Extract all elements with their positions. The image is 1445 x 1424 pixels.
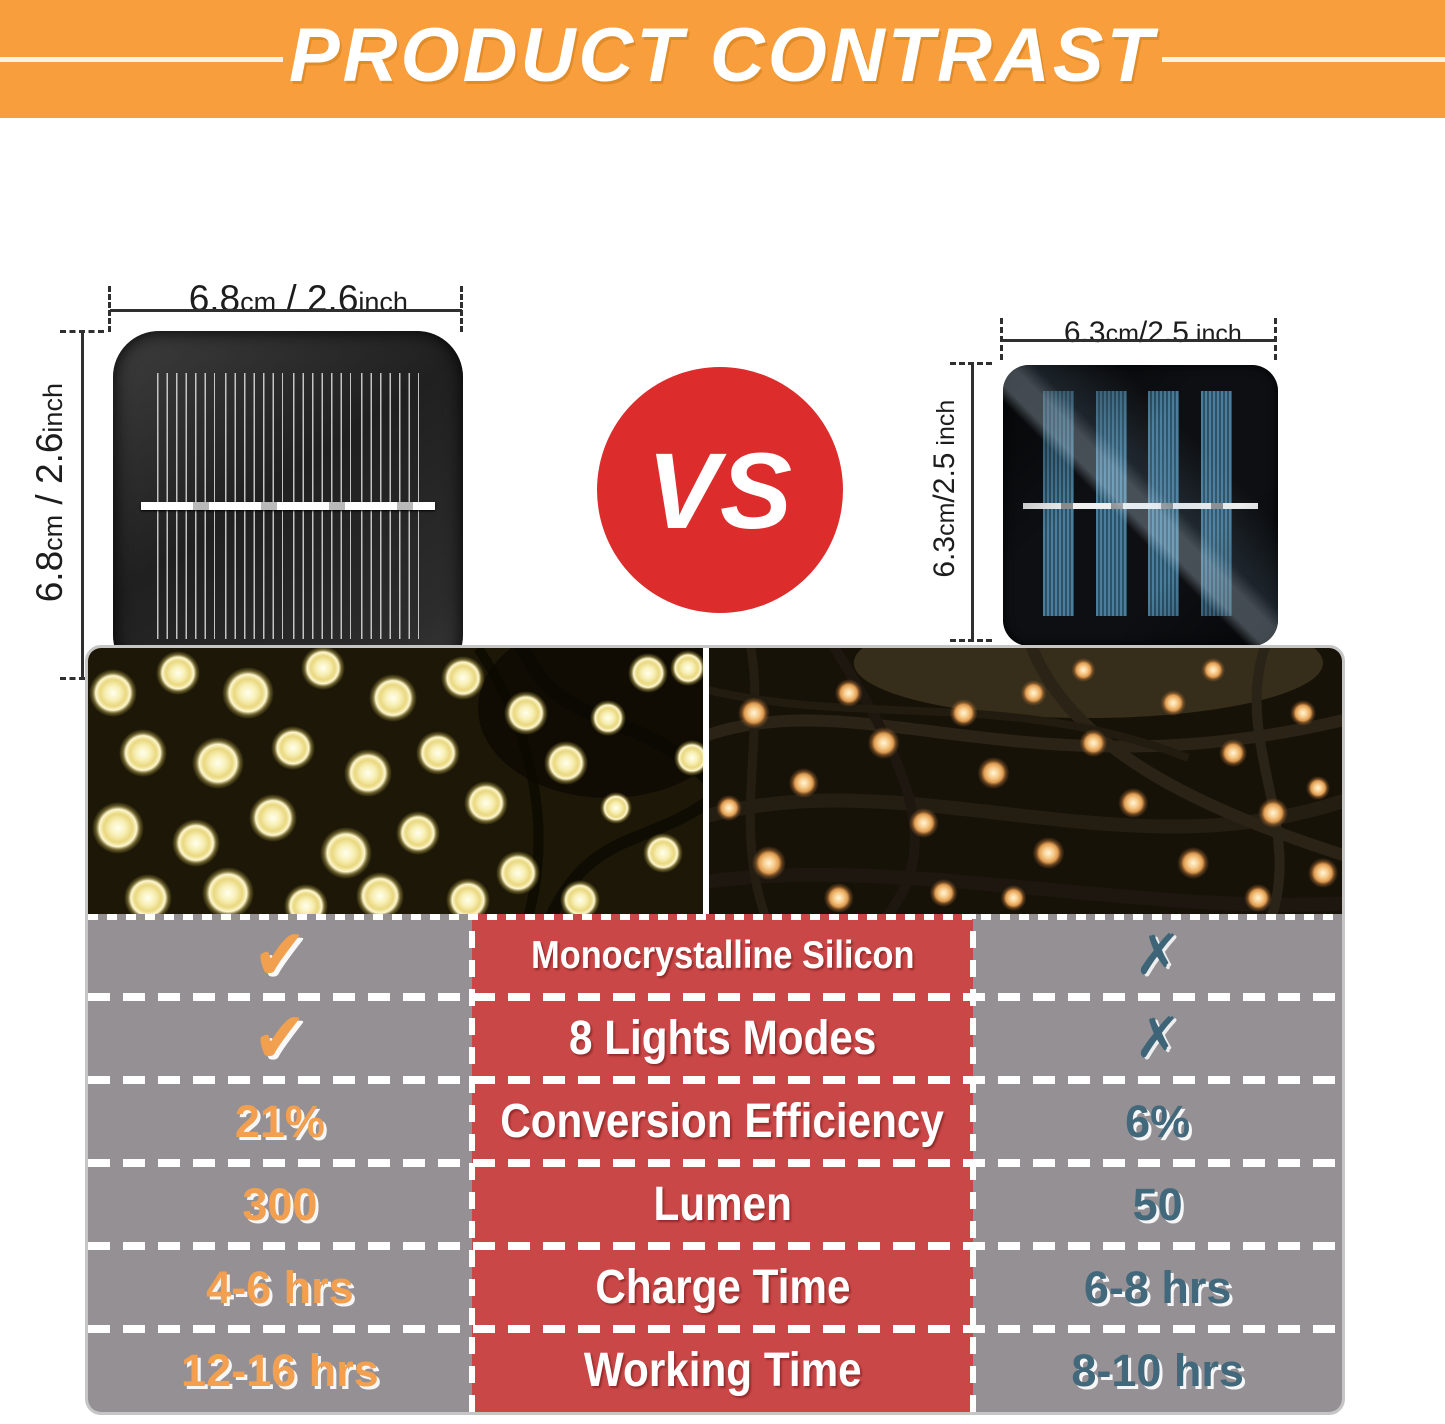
feature-cell-row2: 8 Lights Modes xyxy=(471,997,974,1080)
others-width-tick-right xyxy=(1274,318,1277,360)
others-value: 6-8 hrs xyxy=(1083,1261,1232,1313)
ours-height-tick-bottom xyxy=(60,677,104,680)
others-height-tick-bottom xyxy=(950,639,992,642)
others-cell-row3: 6% xyxy=(973,1080,1342,1163)
others-height-tick-top xyxy=(950,362,992,365)
feature-label: Monocrystalline Silicon xyxy=(530,933,915,977)
others-string-lights-photo xyxy=(709,648,1342,914)
ours-value: 4-6 hrs xyxy=(206,1261,354,1313)
feature-label: Working Time xyxy=(583,1344,862,1397)
ours-panel-busbar xyxy=(141,502,435,510)
table-top-dashed-border xyxy=(88,914,1342,920)
feature-label: Charge Time xyxy=(594,1261,851,1314)
banner-dash-left xyxy=(0,57,283,62)
others-cell-row4: 50 xyxy=(973,1163,1342,1246)
ours-solar-panel-image xyxy=(113,331,463,681)
cross-icon xyxy=(1134,928,1181,984)
ours-height-dimension: 6.8cm / 2.6inch xyxy=(29,383,70,603)
ours-cell-row6: 12-16 hrs xyxy=(88,1329,472,1412)
feature-label: Conversion Efficiency xyxy=(500,1095,945,1148)
others-cell-row1 xyxy=(973,914,1342,997)
ours-value: 12-16 hrs xyxy=(181,1344,379,1396)
ours-value: 21% xyxy=(234,1095,325,1147)
ours-height-tick-top xyxy=(60,330,104,333)
ours-cell-row3: 21% xyxy=(88,1080,472,1163)
string-lights-photos xyxy=(88,648,1342,914)
banner-dash-right xyxy=(1162,57,1445,62)
feature-cell-row4: Lumen xyxy=(471,1163,974,1246)
vs-label: VS xyxy=(646,429,794,551)
feature-label: 8 Lights Modes xyxy=(568,1012,877,1065)
panel-compare-section: 6.8cm / 2.6inch 6.8cm / 2.6inch OURS VS xyxy=(0,118,1445,747)
others-width-dimension: 6.3cm/2.5 inch xyxy=(1063,316,1242,349)
ours-width-tick-left xyxy=(108,286,111,332)
check-icon xyxy=(253,1003,307,1075)
row-divider xyxy=(88,1075,1342,1084)
ours-width-dimension: 6.8cm / 2.6inch xyxy=(188,278,408,319)
row-divider xyxy=(88,1242,1342,1251)
others-height-dimension: 6.3cm/2.5 inch xyxy=(928,399,961,578)
feature-label: Lumen xyxy=(653,1178,792,1231)
warm-white-lights-illustration xyxy=(88,648,703,914)
row-divider xyxy=(88,1159,1342,1167)
others-value: 6% xyxy=(1125,1095,1191,1147)
others-height-dim-line xyxy=(971,363,974,641)
others-cell-row5: 6-8 hrs xyxy=(973,1246,1342,1329)
ours-cell-row4: 300 xyxy=(88,1163,472,1246)
ours-cell-row1 xyxy=(88,914,472,997)
others-width-dim-line xyxy=(1002,339,1277,342)
ours-width-tick-right xyxy=(460,286,463,332)
feature-cell-row3: Conversion Efficiency xyxy=(471,1080,974,1163)
comparison-card: Monocrystalline Silicon 8 Lights Modes 2… xyxy=(85,645,1345,1415)
ours-string-lights-photo xyxy=(88,648,703,914)
cross-icon xyxy=(1134,1011,1181,1067)
row-divider xyxy=(88,993,1342,1002)
comparison-table: Monocrystalline Silicon 8 Lights Modes 2… xyxy=(88,914,1342,1412)
panel-glare xyxy=(1003,365,1278,646)
others-cell-row2 xyxy=(973,997,1342,1080)
others-value: 8-10 hrs xyxy=(1071,1344,1244,1396)
vs-badge: VS xyxy=(597,367,843,613)
header-banner: PRODUCT CONTRAST xyxy=(0,0,1445,118)
feature-cell-row1: Monocrystalline Silicon xyxy=(471,914,974,997)
row-divider xyxy=(88,1324,1342,1333)
ours-width-dim-line xyxy=(110,309,462,312)
others-cell-row6: 8-10 hrs xyxy=(973,1329,1342,1412)
competitor-lights-illustration xyxy=(709,648,1342,914)
page-title: PRODUCT CONTRAST xyxy=(288,13,1157,98)
check-icon xyxy=(253,920,307,992)
ours-height-dim-line xyxy=(81,331,84,679)
feature-cell-row5: Charge Time xyxy=(471,1246,974,1329)
ours-cell-row2 xyxy=(88,997,472,1080)
others-width-tick-left xyxy=(1000,318,1003,360)
ours-cell-row5: 4-6 hrs xyxy=(88,1246,472,1329)
others-value: 50 xyxy=(1132,1178,1183,1230)
comparison-grid: Monocrystalline Silicon 8 Lights Modes 2… xyxy=(88,914,1342,1412)
others-solar-panel-image xyxy=(1003,365,1278,646)
feature-cell-row6: Working Time xyxy=(471,1329,974,1412)
ours-value: 300 xyxy=(242,1178,318,1230)
